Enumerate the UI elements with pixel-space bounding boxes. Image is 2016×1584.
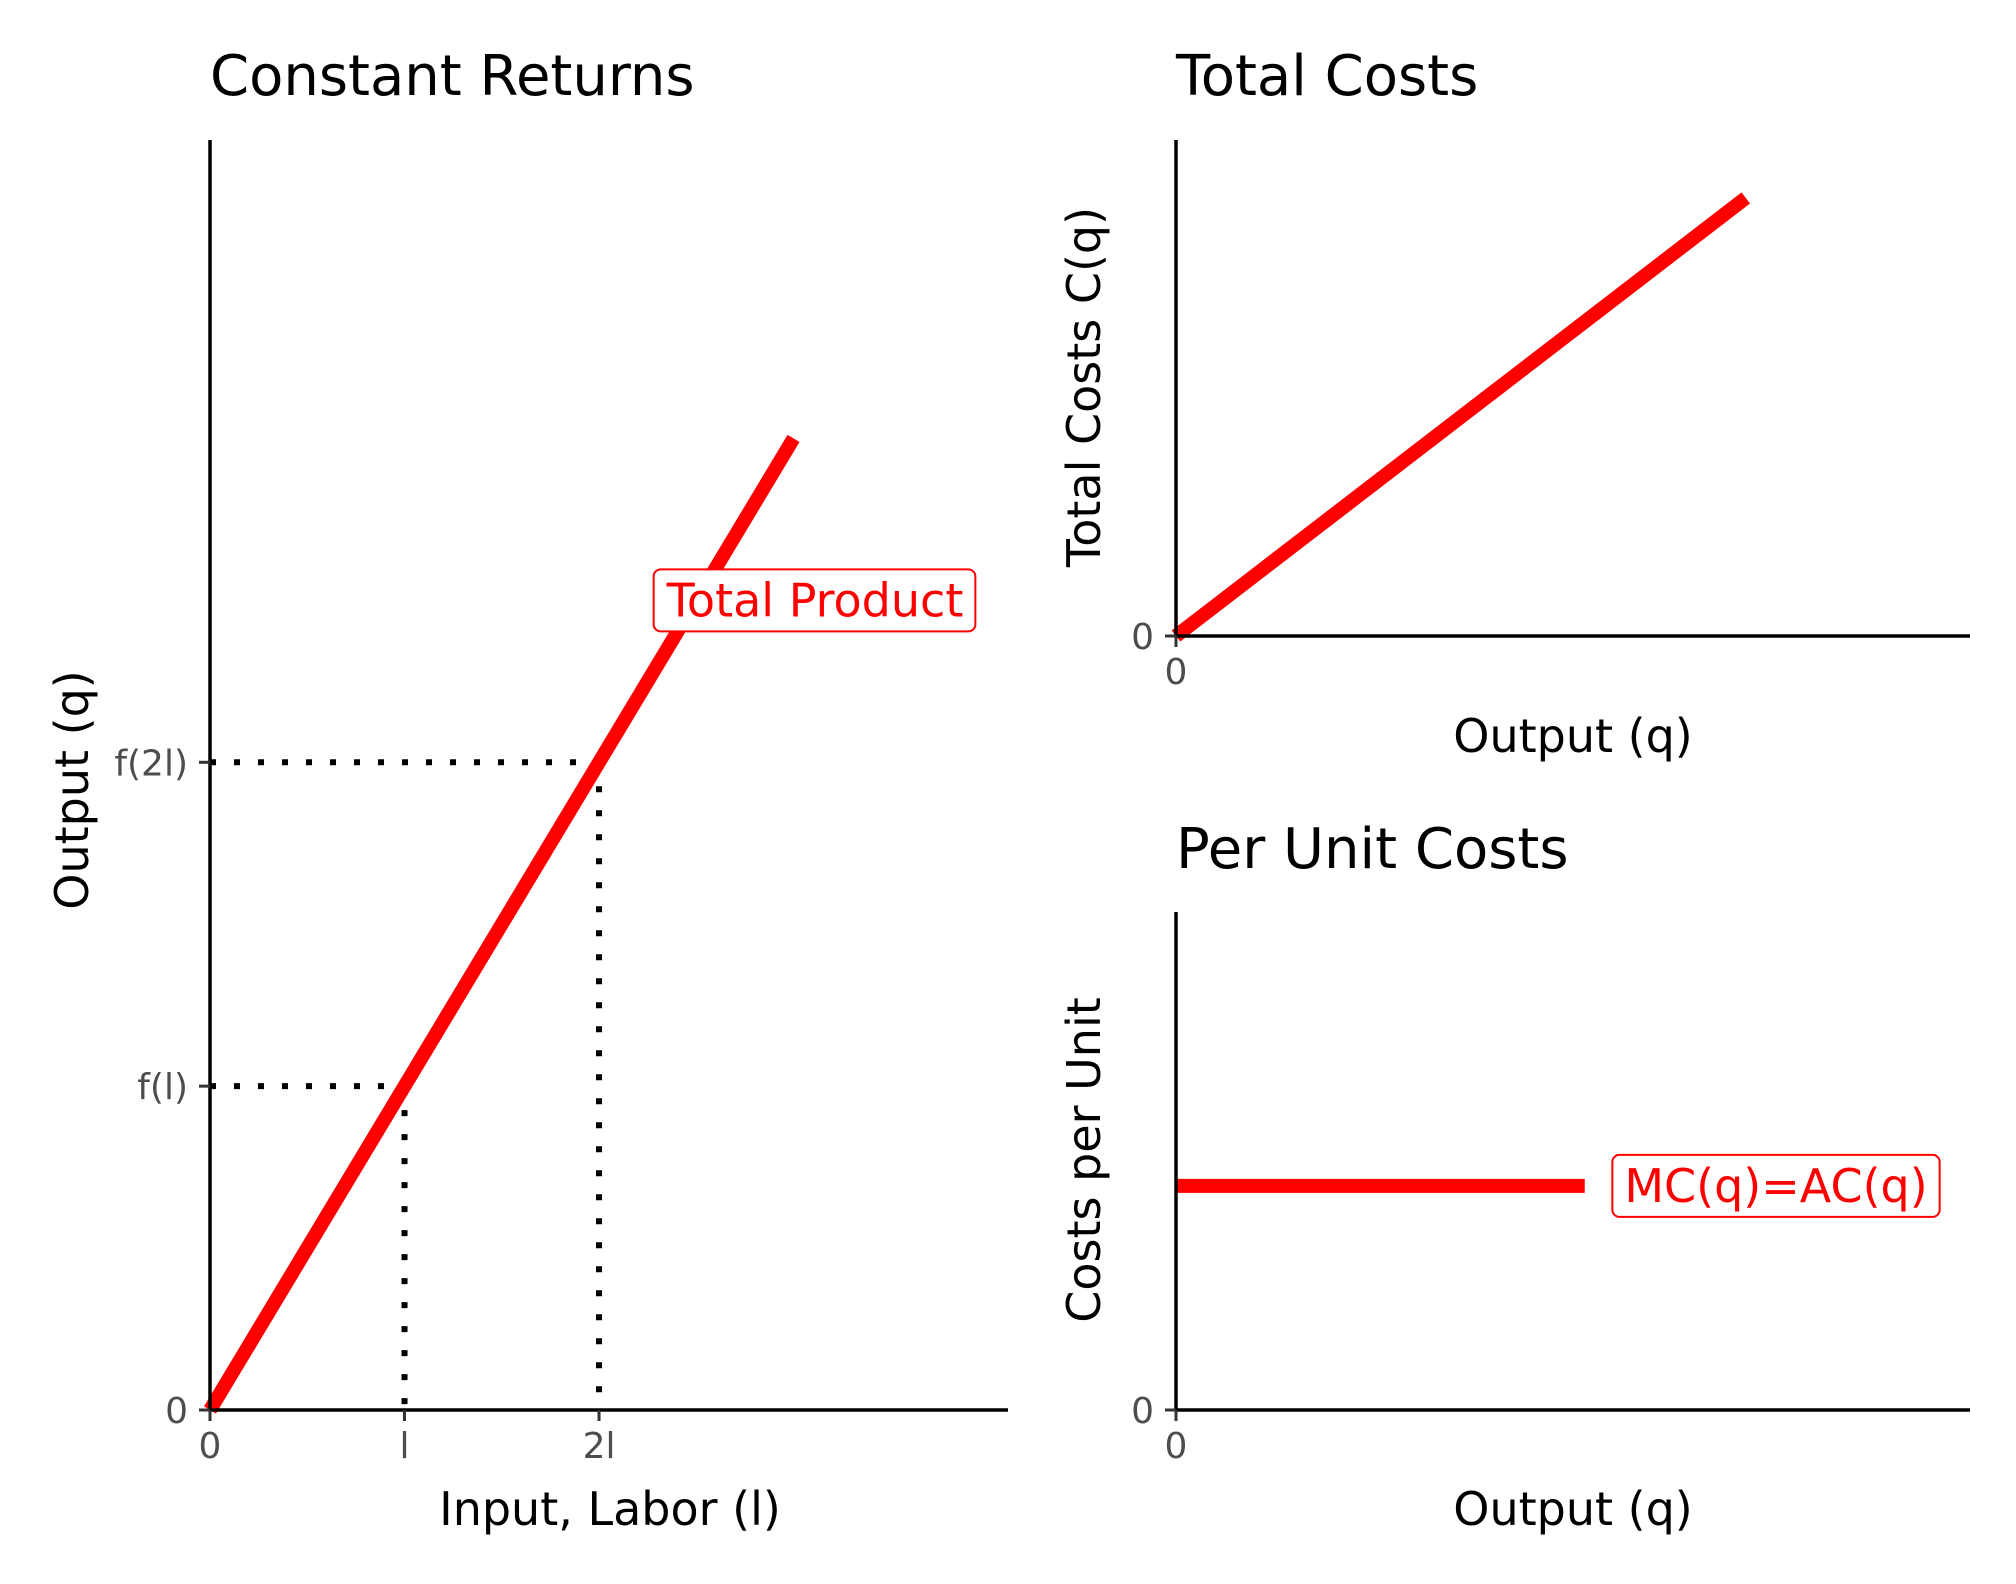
y-axis-title: Total Costs C(q)	[1057, 207, 1111, 568]
annotation-label: MC(q)=AC(q)	[1611, 1153, 1941, 1218]
y-tick-label: 0	[1131, 617, 1154, 658]
panel-title: Constant Returns	[210, 44, 695, 109]
x-tick-label: 0	[1165, 1426, 1188, 1467]
x-axis-title: Input, Labor (l)	[439, 1482, 781, 1536]
x-tick-label: 2l	[583, 1426, 616, 1467]
annotation-box	[652, 568, 977, 633]
panel-title: Total Costs	[1175, 44, 1478, 109]
y-tick-label: f(l)	[137, 1067, 188, 1108]
x-tick-label: 0	[1165, 652, 1188, 693]
annotation-label: Total Product	[652, 568, 977, 633]
y-tick-label: 0	[1131, 1391, 1154, 1432]
x-tick-label: 0	[199, 1426, 222, 1467]
annotation-text: MC(q)=AC(q)	[1624, 1159, 1927, 1213]
panel-per-unit-costs: Per Unit Costs Output (q) Costs per Unit…	[1057, 817, 1970, 1536]
y-axis-title: Output (q)	[45, 670, 99, 910]
x-axis-title: Output (q)	[1453, 1482, 1693, 1536]
series-line	[1171, 192, 1751, 642]
annotation-box	[1611, 1153, 1941, 1218]
panel-title: Per Unit Costs	[1176, 817, 1569, 882]
y-tick-label: 0	[165, 1391, 188, 1432]
annotation-text: Total Product	[666, 573, 964, 627]
y-axis-title: Costs per Unit	[1057, 997, 1111, 1323]
y-tick-label: f(2l)	[114, 743, 188, 784]
x-axis-title: Output (q)	[1453, 709, 1693, 763]
panel-total-costs: Total Costs Output (q) Total Costs C(q) …	[1057, 44, 1970, 763]
x-tick-label: l	[400, 1426, 410, 1467]
panel-constant-returns: Constant Returns Input, Labor (l) Output…	[45, 44, 1008, 1536]
